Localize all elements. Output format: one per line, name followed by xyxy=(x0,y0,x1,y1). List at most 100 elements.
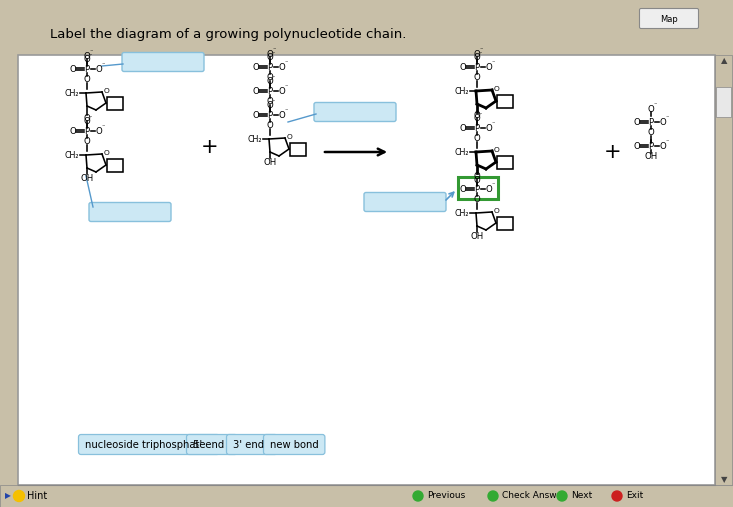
Text: nucleoside triphosphate: nucleoside triphosphate xyxy=(85,440,205,450)
Text: Label the diagram of a growing polynucleotide chain.: Label the diagram of a growing polynucle… xyxy=(50,27,406,41)
Text: OH: OH xyxy=(471,232,484,240)
FancyBboxPatch shape xyxy=(78,434,219,454)
Bar xyxy=(290,142,306,156)
Text: O: O xyxy=(474,195,480,203)
Text: OH: OH xyxy=(263,158,276,166)
Text: O: O xyxy=(493,208,499,214)
Text: CH₂: CH₂ xyxy=(454,208,469,218)
Text: O: O xyxy=(474,171,480,180)
FancyBboxPatch shape xyxy=(639,9,699,28)
FancyBboxPatch shape xyxy=(263,434,325,454)
Text: Exit: Exit xyxy=(626,491,644,500)
Text: P: P xyxy=(84,127,89,135)
Text: ⁻: ⁻ xyxy=(89,53,92,59)
Text: O: O xyxy=(460,185,466,194)
Text: ▲: ▲ xyxy=(721,56,727,65)
FancyBboxPatch shape xyxy=(226,434,277,454)
Text: O: O xyxy=(648,127,655,136)
Text: O: O xyxy=(659,141,666,151)
Text: O: O xyxy=(84,136,90,146)
Text: O: O xyxy=(70,127,76,135)
Bar xyxy=(497,156,513,168)
Text: ⁻: ⁻ xyxy=(272,51,275,57)
Text: ⁻: ⁻ xyxy=(666,139,668,146)
Bar xyxy=(497,94,513,107)
Bar xyxy=(0,485,733,507)
Bar xyxy=(107,96,123,110)
Text: O: O xyxy=(84,55,90,64)
Text: P: P xyxy=(268,62,273,71)
Text: ⁻: ⁻ xyxy=(653,102,657,108)
Text: P: P xyxy=(268,87,273,95)
Text: Map: Map xyxy=(660,15,678,23)
Bar xyxy=(458,177,498,199)
FancyBboxPatch shape xyxy=(89,202,171,222)
Circle shape xyxy=(413,491,423,501)
Text: P: P xyxy=(649,118,654,127)
Text: O: O xyxy=(474,114,480,123)
Text: O: O xyxy=(460,124,466,132)
Text: O: O xyxy=(84,52,90,60)
Text: O: O xyxy=(474,53,480,62)
Text: O: O xyxy=(84,114,90,123)
Text: P: P xyxy=(84,64,89,74)
Text: P: P xyxy=(474,185,479,194)
Text: ⁻: ⁻ xyxy=(101,125,105,130)
Circle shape xyxy=(488,491,498,501)
FancyBboxPatch shape xyxy=(186,434,237,454)
Text: ⁻: ⁻ xyxy=(89,49,92,55)
Text: ⁻: ⁻ xyxy=(491,60,495,66)
Text: ⁻: ⁻ xyxy=(479,47,483,53)
Text: Next: Next xyxy=(571,491,592,500)
Text: Hint: Hint xyxy=(27,491,47,501)
FancyBboxPatch shape xyxy=(18,55,715,485)
Text: CH₂: CH₂ xyxy=(65,151,79,160)
Text: CH₂: CH₂ xyxy=(454,148,469,157)
Text: O: O xyxy=(253,111,259,120)
Text: O: O xyxy=(278,111,285,120)
Text: Check Answer: Check Answer xyxy=(502,491,566,500)
Text: P: P xyxy=(474,124,479,132)
Text: O: O xyxy=(474,133,480,142)
Text: O: O xyxy=(485,62,492,71)
Text: O: O xyxy=(267,50,273,58)
Text: O: O xyxy=(474,73,480,82)
Text: OH: OH xyxy=(644,152,658,161)
Text: ⁻: ⁻ xyxy=(284,85,287,91)
Text: P: P xyxy=(649,141,654,151)
Text: +: + xyxy=(604,142,622,162)
Circle shape xyxy=(612,491,622,501)
Text: O: O xyxy=(633,118,641,127)
Text: ⁻: ⁻ xyxy=(272,75,275,81)
Text: O: O xyxy=(267,121,273,129)
Text: ▶: ▶ xyxy=(5,491,11,500)
Text: O: O xyxy=(493,86,499,92)
Text: O: O xyxy=(659,118,666,127)
Circle shape xyxy=(13,490,24,501)
Text: O: O xyxy=(103,88,109,94)
Text: O: O xyxy=(493,147,499,153)
Text: OH: OH xyxy=(81,173,94,183)
Text: O: O xyxy=(267,73,273,82)
Text: ▼: ▼ xyxy=(721,476,727,485)
Text: O: O xyxy=(267,53,273,62)
Text: O: O xyxy=(474,111,480,120)
Text: O: O xyxy=(286,134,292,140)
Text: ⁻: ⁻ xyxy=(89,115,92,121)
Text: O: O xyxy=(648,104,655,114)
Text: O: O xyxy=(278,87,285,95)
Text: new bond: new bond xyxy=(270,440,319,450)
Text: O: O xyxy=(485,124,492,132)
Text: ⁻: ⁻ xyxy=(666,116,668,122)
Circle shape xyxy=(557,491,567,501)
FancyBboxPatch shape xyxy=(364,193,446,211)
Bar xyxy=(497,216,513,230)
Text: O: O xyxy=(633,141,641,151)
Text: O: O xyxy=(267,96,273,105)
FancyBboxPatch shape xyxy=(314,102,396,122)
Text: ⁻: ⁻ xyxy=(284,108,287,115)
Text: ⁻: ⁻ xyxy=(101,62,105,68)
Text: CH₂: CH₂ xyxy=(248,134,262,143)
Text: O: O xyxy=(267,101,273,110)
Text: O: O xyxy=(253,62,259,71)
